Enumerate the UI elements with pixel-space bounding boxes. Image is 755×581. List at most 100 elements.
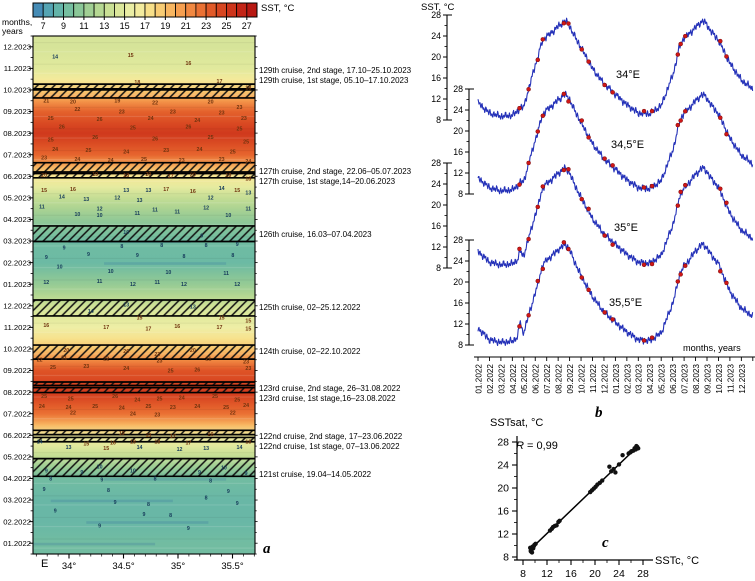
sst-value-label: 11 [135,211,141,217]
sst-value-label: 25 [157,396,163,402]
sst-value-label: 11 [39,204,45,210]
sst-value-label: 18 [130,440,136,446]
sst-value-label: 26 [194,367,200,373]
sst-value-label: 23 [157,359,163,365]
sst-value-label: 8 [182,254,185,260]
cruise-marker [649,335,655,340]
sst-value-label: 19 [92,172,98,178]
panel-a-longitude-prefix: E [41,558,49,570]
month-axis-label: 12.2023 [3,42,31,51]
colorbar-cell [215,2,227,18]
scatter-y-tick-label: 12 [497,529,509,541]
sst-value-label: 25 [141,157,147,163]
colorbar-cell [246,2,258,18]
cruise-marker [540,113,546,119]
time-axis-label: 10.2023 [715,364,724,394]
colorbar-tick-label: 15 [120,21,130,31]
sst-value-label: 10 [97,464,103,470]
sst-value-label: 25 [243,140,249,146]
cruise-band [33,173,255,178]
panel-c-x-axis-title: SSTc, °C [655,555,700,567]
colorbar-cell [63,2,75,18]
sst-value-label: 25 [145,404,151,410]
cruise-marker [579,196,584,202]
time-axis-label: 02.2023 [623,364,632,394]
colorbar-cell [52,2,64,18]
time-axis-label: 05.2022 [520,364,529,394]
sst-value-label: 19 [119,431,125,437]
sst-value-label: 9 [63,245,66,251]
sst-value-label: 9 [98,524,101,530]
sst-value-label: 25 [92,404,98,410]
cruise-marker [566,99,571,104]
cruise-annotation: 123rd cruise, 2nd stage, 26–31.08.2022 [259,384,401,393]
sst-value-label: 12 [43,280,49,286]
panel-a-letter: a [263,541,271,557]
cruise-marker [540,37,546,42]
sst-value-label: 13 [190,305,196,311]
sst-value-label: 16 [174,324,180,330]
cruise-annotation: 129th cruise, 1st stage, 05.10–17.10.202… [259,76,409,85]
sst-value-label: 9 [43,487,46,493]
cruise-marker [579,118,584,123]
sst-value-label: 23 [243,360,249,366]
sst-axis-tick-label: 8 [436,263,441,273]
cruise-annotation: 129th cruise, 2nd stage, 17.10–25.10.202… [259,66,412,75]
colorbar-cell [103,2,115,18]
colorbar-tick-label: 21 [181,21,191,31]
cruise-marker [566,167,571,172]
sst-value-label: 9 [245,471,248,477]
sst-value-label: 9 [200,233,203,239]
colorbar-tick-label: 19 [160,21,170,31]
sst-value-label: 25 [41,394,47,400]
cruise-annotation: 122nd cruise, 2nd stage, 17–23.06.2022 [259,432,403,441]
cruise-band [33,387,255,393]
cruise-marker [517,324,522,329]
panel-a-y-axis-title-line2: years [2,26,23,36]
sst-value-label: 14 [219,186,225,192]
cruise-marker [526,160,531,166]
cruise-marker [649,261,655,267]
time-axis-label: 06.2023 [669,364,678,394]
sst-value-label: 8 [154,476,157,482]
sst-axis-tick-label: 16 [453,298,463,308]
time-axis-label: 08.2022 [555,364,564,394]
sst-value-label: 14 [59,195,65,201]
scatter-point [613,470,618,475]
month-axis-label: 10.2023 [3,86,31,95]
sst-value-label: 12 [130,282,136,288]
sst-curve [477,17,754,120]
cruise-marker [535,57,541,63]
sst-value-label: 23 [219,157,225,163]
cruise-marker [561,91,567,97]
sst-value-label: 20 [63,348,69,354]
cruise-marker [535,129,541,134]
sst-value-label: 8 [147,502,150,508]
panel-b-letter: b [595,405,603,421]
time-axis-label: 04.2022 [509,364,518,394]
cruise-band [33,84,255,89]
cruise-annotation: 122nd cruise, 1st stage, 07–13.06.2022 [259,442,400,451]
sst-value-label: 14 [52,54,58,60]
scatter-y-tick-label: 24 [497,460,509,472]
sst-value-label: 11 [97,279,103,285]
time-axis-label: 09.2023 [703,364,712,394]
cruise-marker [540,184,546,189]
sst-axis-tick-label: 28 [453,235,463,245]
sst-value-label: 12 [114,196,120,202]
cruise-marker [675,52,681,57]
sst-value-label: 18 [134,80,140,86]
series-label: 34°E [616,69,640,81]
cruise-marker [641,262,647,268]
cruise-band [33,345,255,360]
cruise-marker [517,246,522,252]
sst-axis-tick-label: 24 [453,105,463,115]
sst-value-label: 10 [97,213,103,219]
sst-value-label: 20 [208,432,214,438]
longitude-tick-label: 35° [171,561,186,572]
sst-value-label: 13 [66,445,72,451]
scatter-y-tick-label: 28 [497,437,509,449]
sst-value-label: 19 [145,433,151,439]
month-axis-label: 02.2022 [3,517,31,526]
cruise-marker [724,54,729,59]
